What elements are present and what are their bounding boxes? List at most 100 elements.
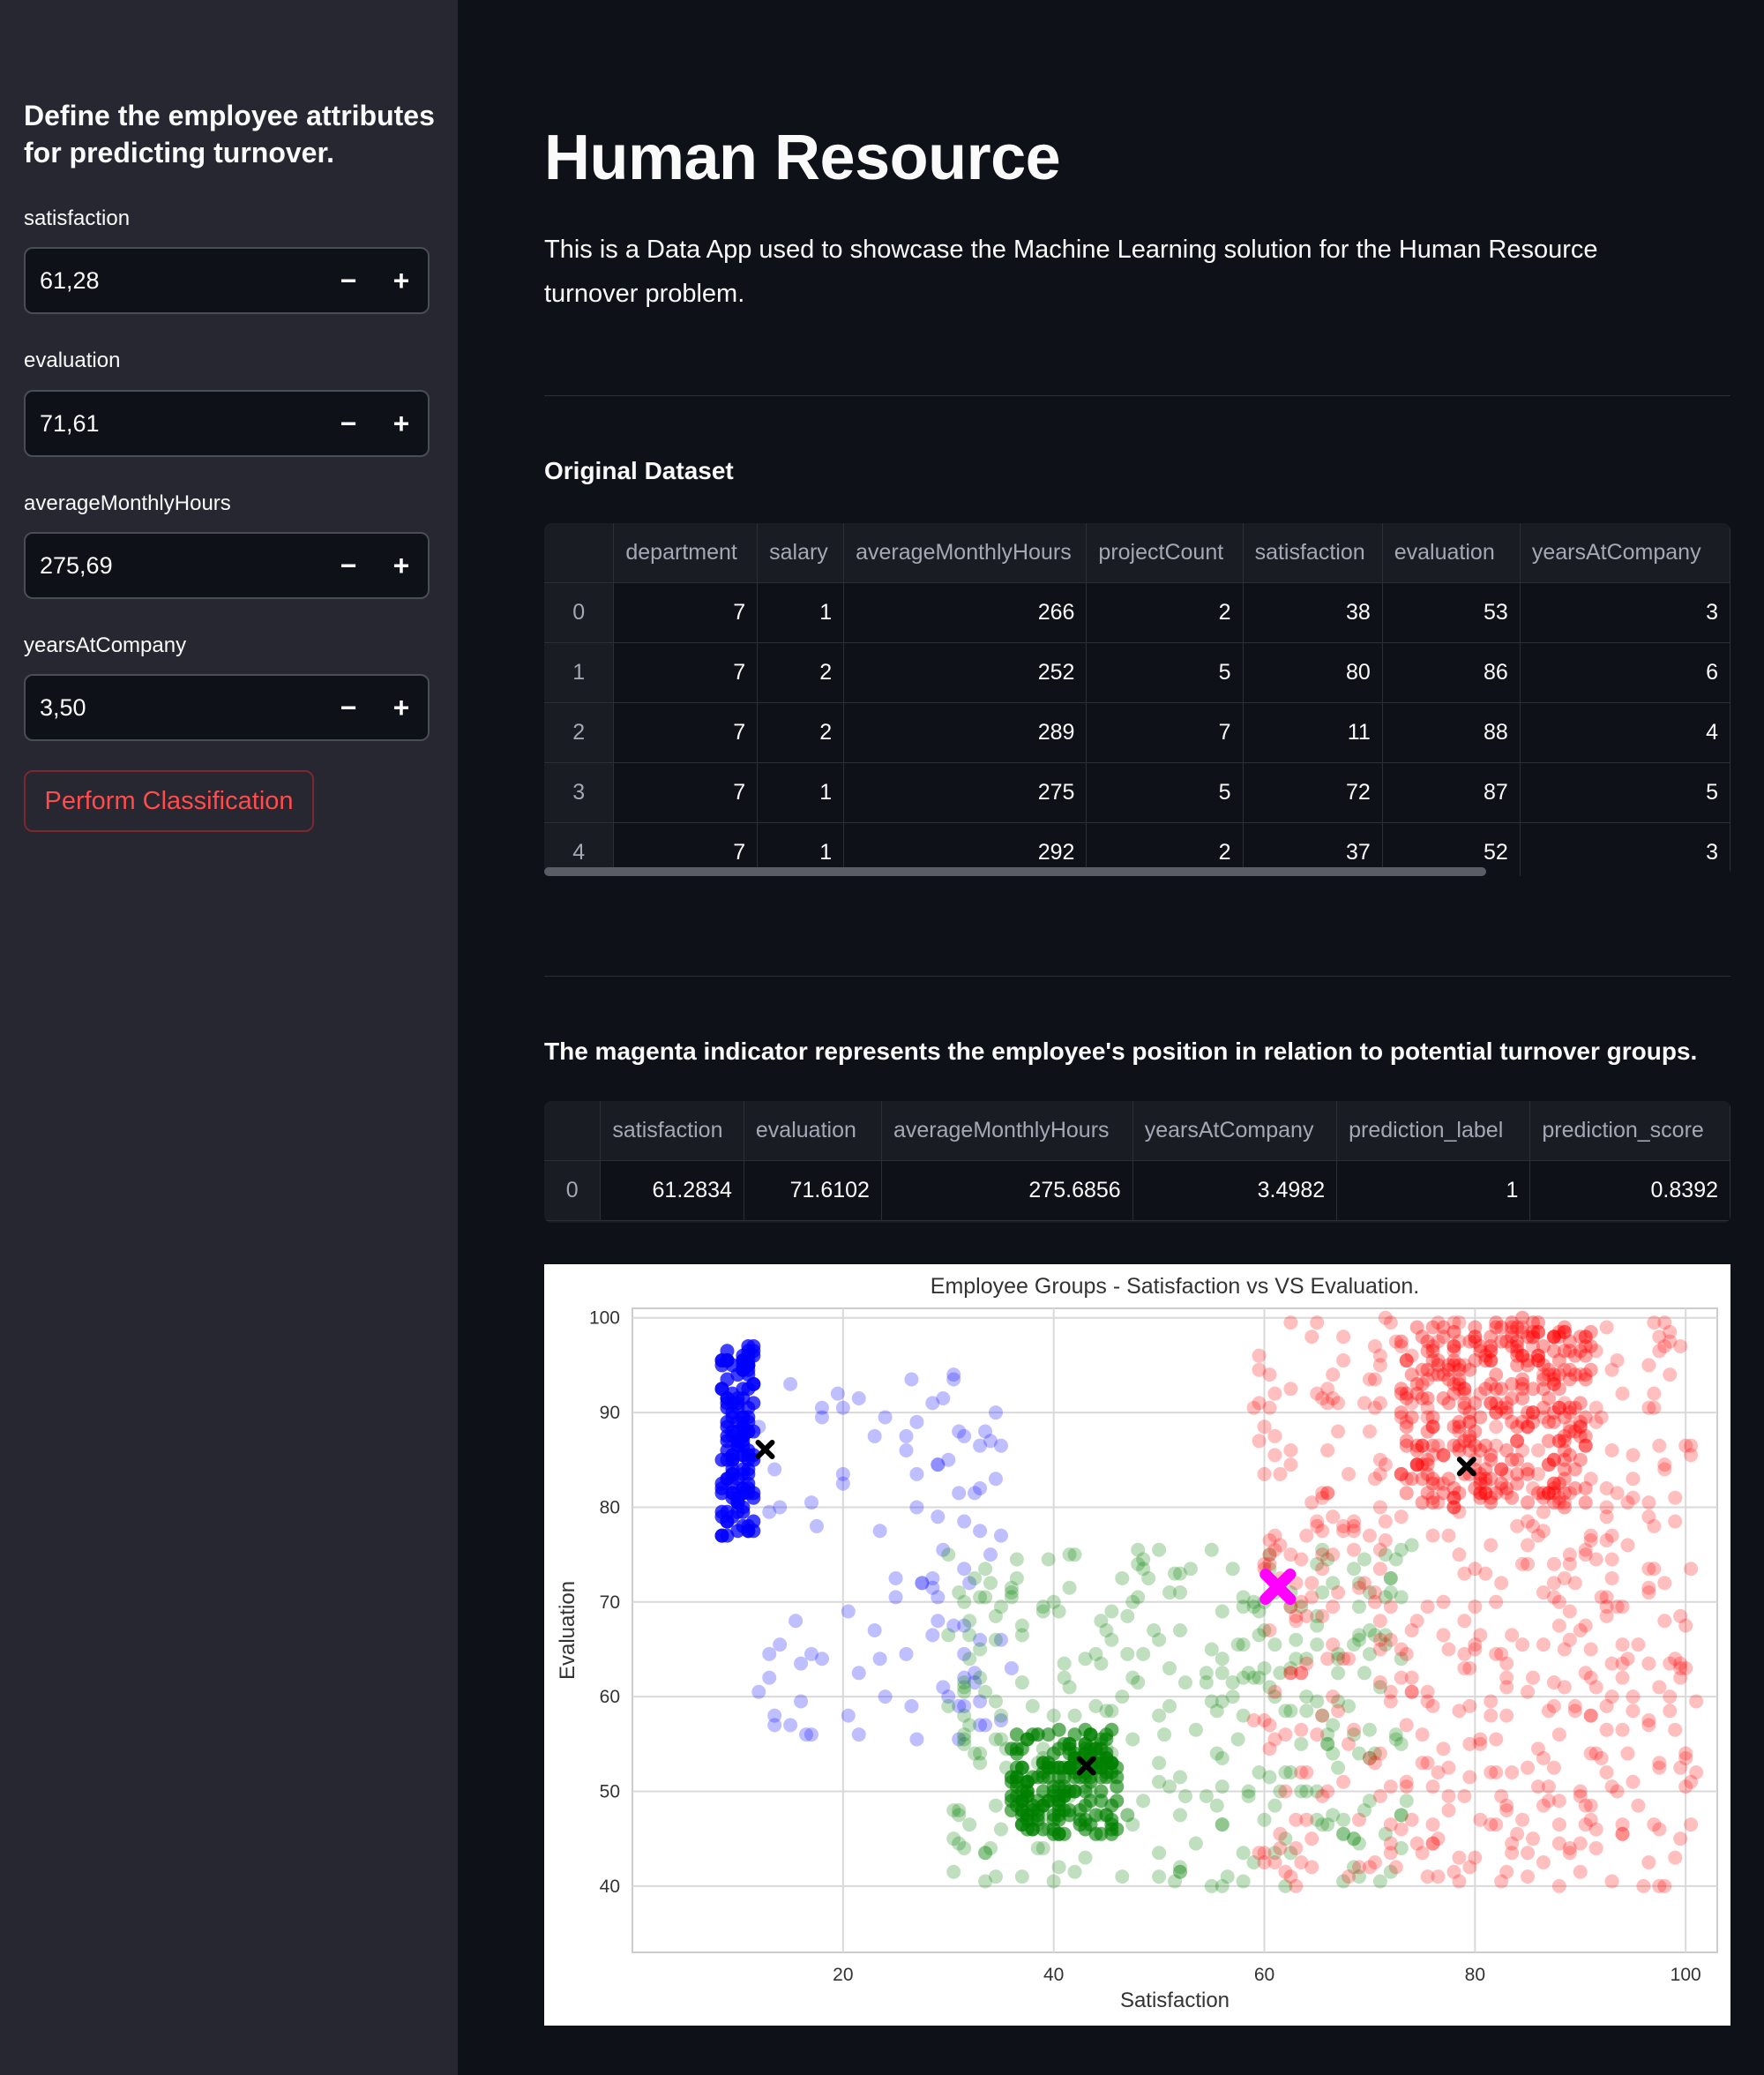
horizontal-scrollbar[interactable] (544, 867, 1486, 876)
average-monthly-hours-value[interactable]: 275,69 (40, 551, 113, 579)
years-at-company-value[interactable]: 3,50 (40, 693, 86, 721)
data-point (1415, 1362, 1430, 1377)
dataset-column-header[interactable] (544, 523, 615, 583)
data-point (936, 1680, 951, 1695)
data-point (1615, 1599, 1630, 1614)
data-point (1362, 1528, 1377, 1543)
data-point (1394, 1466, 1409, 1481)
data-point (1420, 1452, 1435, 1467)
perform-classification-button[interactable]: Perform Classification (24, 770, 314, 832)
prediction-column-header[interactable]: prediction_label (1336, 1101, 1531, 1161)
prediction-table-container[interactable]: satisfaction evaluation averageMonthlyHour… (544, 1101, 1730, 1223)
satisfaction-increment-button[interactable]: + (392, 264, 410, 296)
data-point (1331, 1704, 1346, 1719)
data-point (1351, 1812, 1366, 1827)
prediction-column-header[interactable]: satisfaction (600, 1101, 744, 1161)
evaluation-decrement-button[interactable]: − (340, 407, 357, 439)
data-point (1252, 1765, 1267, 1780)
data-point (1473, 1443, 1488, 1458)
satisfaction-decrement-button[interactable]: − (340, 264, 357, 296)
data-point (1030, 1817, 1045, 1832)
data-point (1505, 1324, 1520, 1339)
data-point (1668, 1652, 1683, 1667)
data-point (1088, 1736, 1103, 1751)
data-point (1315, 1608, 1330, 1623)
data-point (1299, 1656, 1314, 1671)
satisfaction-input[interactable]: 61,28 − + (24, 247, 430, 314)
data-point (1652, 1344, 1667, 1359)
data-point (1157, 1727, 1172, 1742)
average-monthly-hours-decrement-button[interactable]: − (340, 549, 357, 581)
data-point (1484, 1344, 1499, 1359)
data-point (762, 1670, 777, 1685)
dataset-column-header[interactable]: evaluation (1382, 523, 1521, 583)
dataset-column-header[interactable]: department (613, 523, 759, 583)
data-point (1425, 1420, 1440, 1435)
data-point (1415, 1727, 1430, 1742)
data-point (1468, 1396, 1483, 1411)
dataset-column-header[interactable]: yearsAtCompany (1520, 523, 1730, 583)
dataset-column-header[interactable]: projectCount (1086, 523, 1244, 583)
evaluation-increment-button[interactable]: + (392, 407, 410, 439)
data-point (1372, 1500, 1387, 1515)
data-point (1094, 1770, 1109, 1785)
data-point (1252, 1434, 1267, 1449)
data-point (1320, 1736, 1335, 1751)
data-point (1521, 1514, 1536, 1529)
dataset-table-container[interactable]: department salary averageMonthlyHours proje… (544, 523, 1730, 876)
prediction-column-header[interactable]: prediction_score (1529, 1101, 1730, 1161)
data-point (1131, 1556, 1146, 1571)
evaluation-input[interactable]: 71,61 − + (24, 390, 430, 457)
prediction-column-header[interactable]: averageMonthlyHours (881, 1101, 1133, 1161)
average-monthly-hours-increment-button[interactable]: + (392, 549, 410, 581)
data-point (1441, 1802, 1456, 1817)
data-point (1252, 1846, 1267, 1861)
dataset-column-header[interactable]: salary (757, 523, 845, 583)
data-point (931, 1509, 946, 1524)
prediction-column-header[interactable]: evaluation (744, 1101, 882, 1161)
data-point (1615, 1386, 1630, 1401)
data-point (1526, 1414, 1541, 1429)
prediction-column-header[interactable] (544, 1101, 602, 1161)
data-point (1499, 1405, 1514, 1420)
dataset-column-header[interactable]: averageMonthlyHours (843, 523, 1088, 583)
data-point (1315, 1490, 1330, 1505)
years-at-company-decrement-button[interactable]: − (340, 691, 357, 723)
data-point (1599, 1533, 1614, 1548)
data-point (746, 1344, 761, 1359)
data-point (1484, 1376, 1499, 1391)
dataset-column-header[interactable]: satisfaction (1243, 523, 1383, 583)
data-point (1177, 1788, 1192, 1803)
data-point (1278, 1878, 1293, 1893)
data-point (1257, 1420, 1272, 1435)
data-point (1273, 1466, 1288, 1481)
data-point (1499, 1680, 1514, 1695)
years-at-company-increment-button[interactable]: + (392, 691, 410, 723)
data-point (1257, 1660, 1272, 1675)
data-point (1362, 1585, 1377, 1600)
data-point (1641, 1580, 1656, 1595)
data-point (1342, 1736, 1357, 1751)
data-point (1494, 1462, 1509, 1477)
data-point (1014, 1675, 1029, 1690)
prediction-column-header[interactable]: yearsAtCompany (1132, 1101, 1338, 1161)
average-monthly-hours-input[interactable]: 275,69 − + (24, 532, 430, 599)
data-point (762, 1504, 777, 1519)
satisfaction-value[interactable]: 61,28 (40, 266, 100, 294)
data-point (888, 1590, 903, 1605)
data-point (1499, 1656, 1514, 1671)
evaluation-value[interactable]: 71,61 (40, 409, 100, 437)
table-cell: 7 (613, 642, 759, 703)
years-at-company-input[interactable]: 3,50 − + (24, 674, 430, 741)
data-point (1099, 1808, 1114, 1823)
data-point (931, 1457, 946, 1472)
data-point (1647, 1817, 1662, 1832)
data-point (1652, 1822, 1667, 1837)
data-point (725, 1509, 740, 1524)
data-point (1004, 1770, 1019, 1785)
table-cell: 11 (1243, 702, 1383, 763)
data-point (993, 1599, 1008, 1614)
data-point (1014, 1869, 1029, 1884)
data-point (1462, 1770, 1477, 1785)
data-point (1615, 1670, 1630, 1685)
